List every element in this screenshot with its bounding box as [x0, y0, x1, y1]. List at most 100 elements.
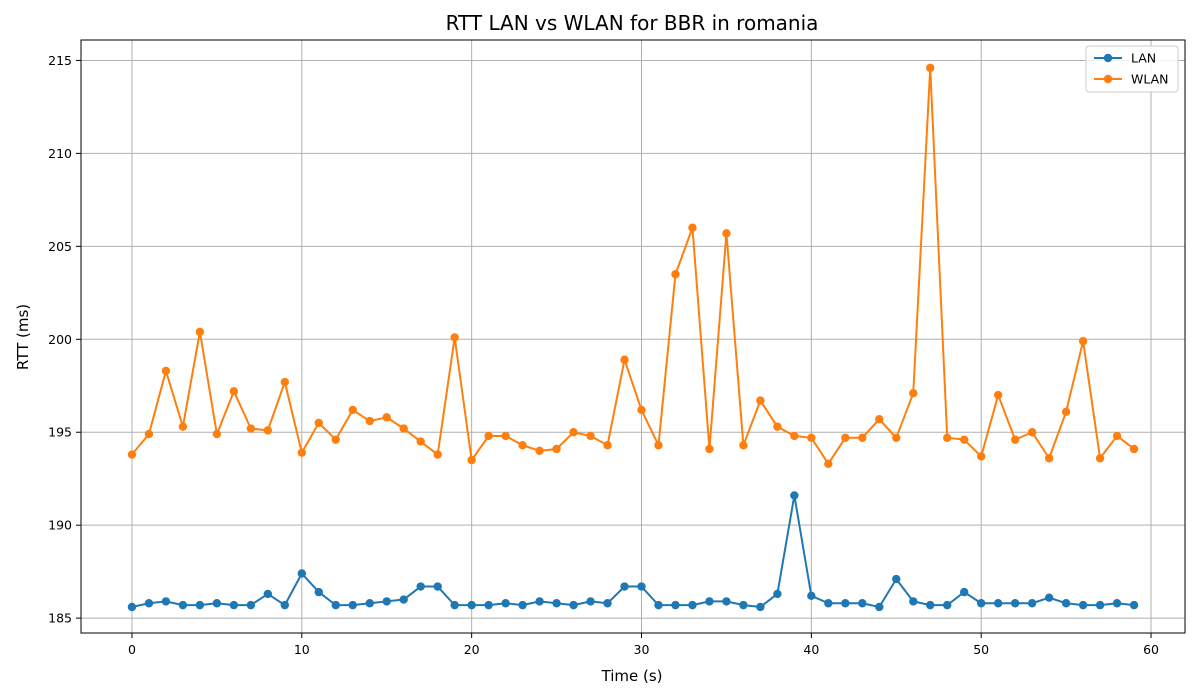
data-point-lan [178, 600, 188, 610]
data-point-lan [773, 589, 782, 599]
data-point-lan [484, 600, 493, 610]
data-point-lan [331, 600, 340, 610]
data-point-lan [399, 595, 408, 604]
data-point-wlan [705, 444, 714, 454]
data-point-lan [824, 599, 833, 608]
data-point-lan [620, 582, 629, 591]
data-point-lan [637, 582, 646, 591]
y-tick-label: 205 [48, 239, 72, 254]
data-point-wlan [654, 441, 663, 450]
data-point-lan [1044, 593, 1054, 602]
data-point-lan [909, 597, 918, 606]
data-point-lan [807, 591, 816, 601]
data-point-wlan [229, 387, 239, 396]
data-point-wlan [399, 424, 408, 433]
plot-frame [80, 39, 1186, 634]
data-point-wlan [739, 441, 748, 450]
data-point-wlan [467, 455, 476, 465]
data-point-wlan [365, 416, 374, 426]
data-point-wlan [824, 459, 833, 469]
data-point-wlan [926, 63, 935, 73]
data-point-wlan [1027, 428, 1037, 437]
data-point-lan [1129, 600, 1139, 610]
x-tick-label: 50 [973, 642, 989, 657]
y-tick-label: 185 [48, 611, 72, 626]
data-point-lan [1027, 599, 1037, 608]
data-point-lan [841, 599, 850, 608]
grid [81, 40, 1185, 633]
x-tick-label: 30 [634, 642, 650, 657]
data-point-lan [501, 599, 510, 608]
data-point-wlan [246, 424, 256, 433]
data-point-wlan [518, 441, 527, 450]
legend-swatch-marker-lan [1103, 53, 1113, 63]
data-point-wlan [178, 422, 188, 431]
data-point-wlan [450, 333, 459, 342]
data-point-lan [297, 569, 306, 578]
data-point-wlan [535, 446, 544, 456]
data-point-lan [976, 599, 986, 608]
data-point-wlan [943, 433, 952, 443]
data-point-lan [875, 602, 884, 612]
data-point-lan [161, 597, 171, 606]
data-point-wlan [671, 270, 680, 279]
data-point-wlan [807, 433, 816, 443]
data-point-lan [790, 491, 799, 500]
data-point-wlan [552, 444, 561, 454]
data-point-lan [1061, 599, 1071, 608]
y-tick-label: 195 [48, 425, 72, 440]
data-point-wlan [688, 223, 697, 232]
data-point-wlan [790, 431, 799, 441]
data-point-wlan [722, 229, 731, 238]
data-point-lan [467, 600, 476, 610]
data-point-wlan [212, 429, 222, 439]
data-point-wlan [433, 450, 442, 459]
data-point-lan [518, 600, 527, 610]
data-point-lan [535, 597, 544, 606]
y-tick-label: 210 [48, 146, 72, 161]
legend-label-wlan: WLAN [1131, 72, 1169, 87]
data-point-wlan [1112, 431, 1122, 441]
x-tick-label: 60 [1143, 642, 1159, 657]
data-point-lan [654, 600, 663, 610]
data-point-lan [246, 600, 256, 610]
data-point-lan [229, 600, 239, 610]
y-axis-title: RTT (ms) [14, 304, 32, 370]
data-point-wlan [586, 431, 595, 441]
data-point-wlan [501, 431, 510, 441]
data-point-lan [1078, 600, 1088, 610]
data-point-wlan [195, 327, 205, 337]
y-tick-label: 190 [48, 518, 72, 533]
data-point-wlan [858, 433, 867, 443]
data-point-lan [552, 599, 561, 608]
data-point-wlan [875, 415, 884, 424]
data-point-lan [756, 602, 765, 612]
data-point-lan [858, 599, 867, 608]
x-tick-label: 10 [294, 642, 310, 657]
data-point-wlan [773, 422, 782, 431]
y-tick-label: 200 [48, 332, 72, 347]
data-point-wlan [1044, 454, 1054, 463]
data-point-lan [450, 600, 459, 610]
data-point-lan [892, 574, 901, 584]
data-point-wlan [960, 435, 969, 444]
data-point-wlan [127, 450, 137, 459]
data-point-lan [127, 602, 137, 612]
y-axis-ticks: 185 190 195 200 205 210 215 [48, 53, 81, 626]
data-point-wlan [976, 452, 986, 461]
legend-label-lan: LAN [1131, 51, 1156, 66]
legend-swatch-marker-wlan [1103, 74, 1113, 84]
x-tick-label: 20 [464, 642, 480, 657]
data-point-lan [722, 597, 731, 606]
data-point-lan [926, 600, 935, 610]
data-point-lan [212, 599, 222, 608]
data-point-wlan [416, 437, 425, 446]
data-point-wlan [280, 377, 290, 387]
data-point-lan [603, 599, 612, 608]
data-point-wlan [909, 389, 918, 398]
data-point-lan [280, 600, 290, 610]
data-point-wlan [892, 433, 901, 443]
data-point-lan [433, 582, 442, 591]
data-point-lan [348, 600, 357, 610]
data-point-wlan [297, 448, 306, 457]
